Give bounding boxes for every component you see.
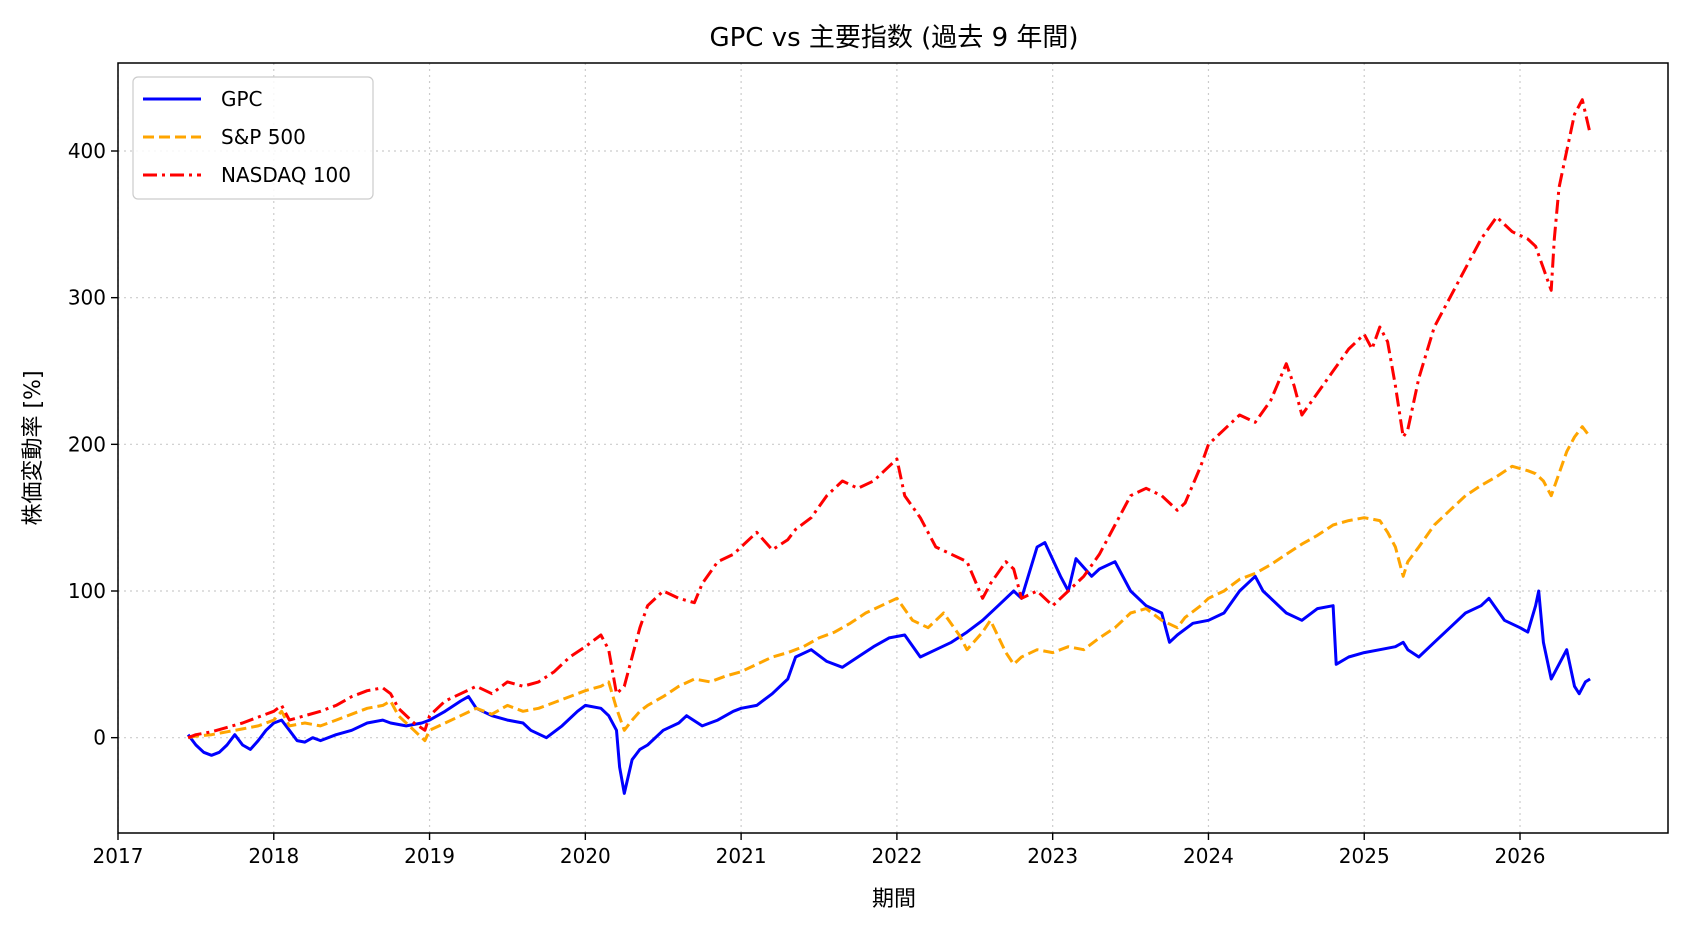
y-tick-label: 0 — [93, 726, 106, 750]
series-layer — [186, 98, 1592, 795]
legend-label-gpc: GPC — [221, 87, 263, 111]
series-line-s-p-500 — [187, 425, 1592, 743]
x-tick-label: 2022 — [871, 844, 922, 868]
x-tick-label: 2025 — [1339, 844, 1390, 868]
x-tick-label: 2021 — [716, 844, 767, 868]
x-axis-title: 期間 — [872, 887, 916, 912]
x-tick-label: 2019 — [404, 844, 455, 868]
chart-title: GPC vs 主要指数 (過去 9 年間) — [709, 23, 1078, 53]
legend-label-sp500: S&P 500 — [221, 125, 306, 149]
y-tick-label: 300 — [68, 286, 106, 310]
x-tick-label: 2023 — [1027, 844, 1078, 868]
legend-label-nasdaq100: NASDAQ 100 — [221, 163, 351, 187]
y-tick-label: 100 — [68, 579, 106, 603]
x-tick-label: 2018 — [248, 844, 299, 868]
legend: GPC S&P 500 NASDAQ 100 — [132, 76, 374, 200]
x-tick-label: 2026 — [1495, 844, 1546, 868]
y-tick-label: 200 — [68, 432, 106, 456]
y-axis: 0 100 200 300 400 — [68, 139, 118, 750]
y-axis-title: 株価変動率 [%] — [21, 370, 46, 525]
plot-frame — [117, 62, 1669, 834]
series-line-gpc — [186, 541, 1591, 795]
x-tick-label: 2024 — [1183, 844, 1234, 868]
x-axis: 2017 2018 2019 2020 2021 2022 2023 2024 2025 2026 — [93, 833, 1546, 868]
x-tick-label: 2020 — [560, 844, 611, 868]
x-tick-label: 2017 — [93, 844, 144, 868]
y-tick-label: 400 — [68, 139, 106, 163]
legend-box — [132, 76, 374, 200]
